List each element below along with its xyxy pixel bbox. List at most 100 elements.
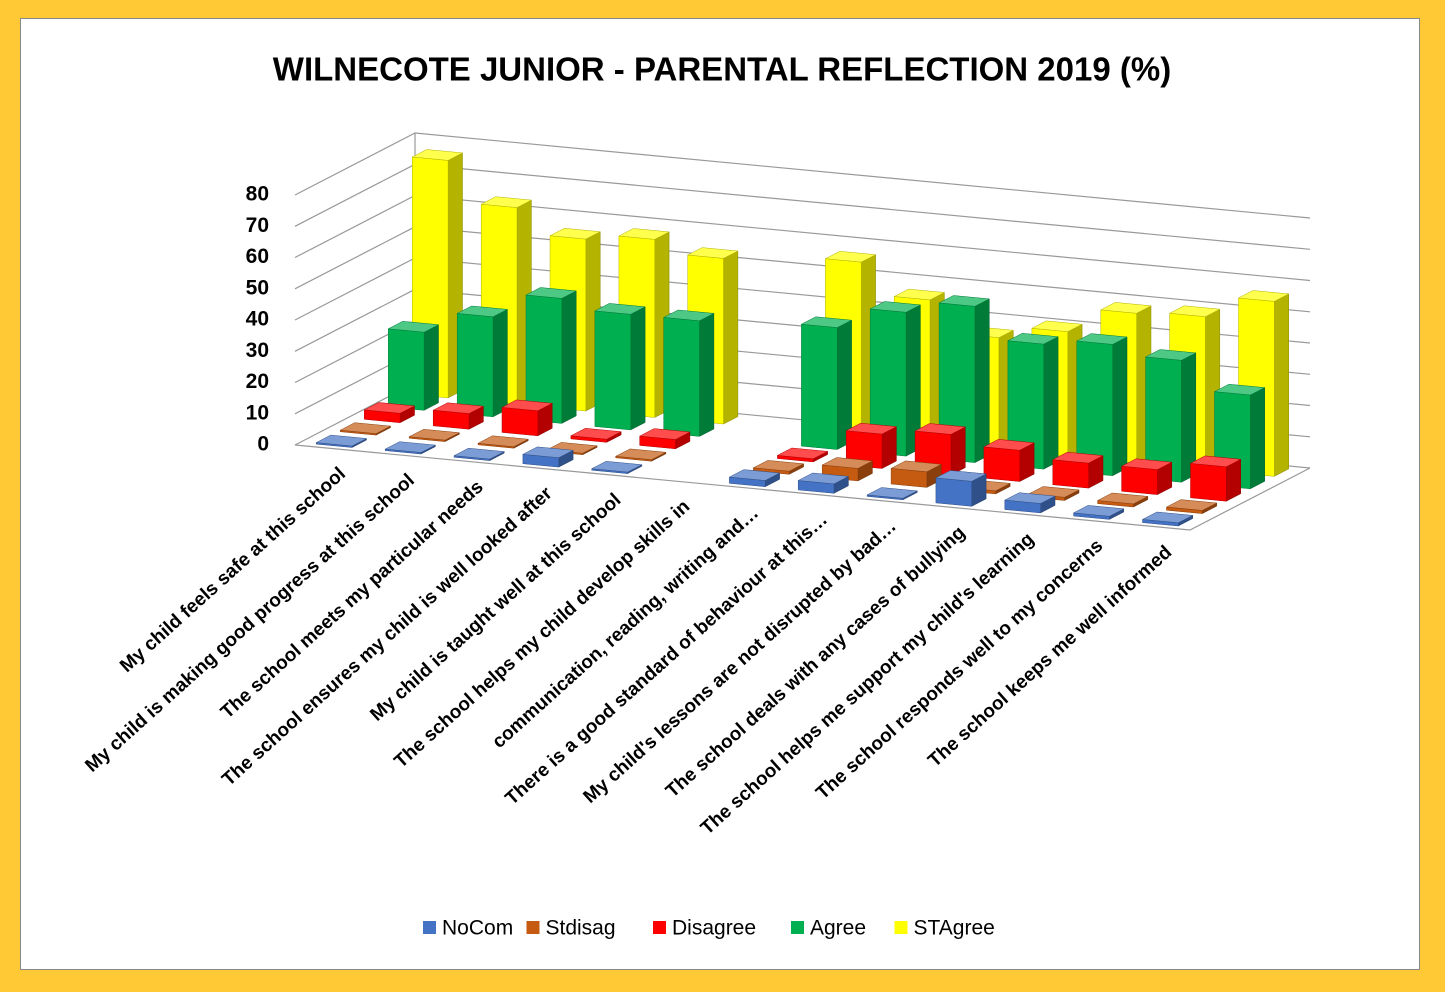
bar-top [821, 457, 874, 469]
bar [387, 321, 440, 411]
bar-top [800, 316, 853, 328]
chart-frame [20, 18, 1420, 970]
bar-top [845, 422, 898, 435]
bar-top [1003, 492, 1056, 504]
bar-top [1165, 499, 1218, 511]
bar-top [501, 399, 554, 412]
bar [935, 470, 987, 507]
bar-top [477, 435, 530, 447]
bar [456, 305, 509, 418]
bar-top [339, 422, 392, 434]
bar-side [723, 250, 739, 425]
bar-top [1051, 451, 1104, 464]
bar-front [983, 446, 1020, 482]
bar [1165, 499, 1218, 515]
y-tick-label: 20 [246, 370, 269, 393]
bar-top [728, 469, 781, 481]
bar [525, 287, 578, 424]
bar-top [662, 309, 715, 322]
bar-side [423, 324, 439, 411]
bar-top [893, 288, 946, 301]
y-tick-label: 50 [246, 276, 269, 299]
bar-front [456, 313, 494, 418]
x-tick-label: The school responds well to my concerns [812, 535, 1107, 804]
x-tick-label: communication, reading, writing and… [488, 503, 763, 753]
bar-front [594, 310, 631, 431]
bar-front [1190, 463, 1227, 502]
bar [1003, 492, 1056, 514]
bar-top [453, 447, 506, 460]
bar-top [824, 251, 877, 263]
bar-top [1141, 511, 1194, 524]
bar-top [686, 247, 739, 259]
bar-side [561, 290, 577, 424]
bar-top [797, 472, 850, 485]
bar-top [1096, 492, 1149, 505]
bar-top [411, 149, 464, 161]
bar-top [1031, 320, 1083, 332]
y-tick-label: 40 [246, 308, 269, 331]
bar-top [1120, 458, 1173, 470]
bar-top [1237, 290, 1290, 302]
bar-top [549, 228, 602, 240]
bar-top [590, 461, 643, 473]
bar [638, 428, 691, 450]
bar [1141, 511, 1194, 527]
bar [1072, 505, 1125, 520]
bar-side [1250, 387, 1265, 490]
bar [1189, 455, 1242, 502]
bar [408, 429, 461, 443]
bar-top [522, 446, 574, 458]
bar-top [408, 429, 461, 441]
bar-front [1052, 459, 1089, 489]
bar-front [1121, 465, 1158, 495]
bar [590, 461, 643, 475]
bar [1007, 333, 1059, 470]
bar [1075, 333, 1128, 477]
bar-top [1099, 302, 1152, 314]
chart-title: WILNECOTE JUNIOR - PARENTAL REFLECTION 2… [273, 51, 1171, 88]
bar [453, 447, 506, 462]
bar [776, 447, 829, 463]
bar-top [1144, 349, 1197, 361]
legend-label: STAgree [914, 917, 995, 940]
bar-top [1007, 333, 1059, 345]
bar-top [387, 321, 440, 333]
y-tick-label: 80 [246, 183, 269, 206]
bar-top [1075, 333, 1128, 345]
bar-top [363, 402, 416, 414]
bar-side [1112, 336, 1128, 477]
bar-top [866, 487, 919, 499]
bar-top [938, 295, 991, 307]
y-tick-label: 70 [246, 214, 269, 237]
bar [1144, 349, 1197, 483]
legend-label: Agree [810, 917, 866, 940]
bar [570, 428, 622, 443]
bar-top [1168, 305, 1221, 317]
bar-top [869, 301, 922, 313]
bar-top [525, 287, 578, 299]
bar [1051, 451, 1104, 489]
bar-top [752, 460, 805, 472]
y-tick-label: 0 [257, 433, 269, 456]
bar-top [618, 228, 670, 240]
bar [869, 301, 922, 457]
bar [339, 422, 392, 436]
bar-side [630, 306, 646, 431]
legend-label: Stdisag [546, 917, 616, 940]
bar-top [480, 196, 533, 208]
bar-top [776, 447, 829, 460]
bar [797, 472, 850, 494]
bar [477, 435, 530, 449]
legend-label: Disagree [672, 917, 756, 940]
bar-top [456, 305, 509, 318]
bar-side [1274, 293, 1289, 477]
y-tick-label: 30 [246, 339, 269, 362]
bar-front [501, 407, 539, 437]
bar-top [1189, 455, 1242, 468]
bar-top [432, 402, 485, 414]
bar [614, 448, 667, 462]
bar-top [570, 428, 622, 440]
